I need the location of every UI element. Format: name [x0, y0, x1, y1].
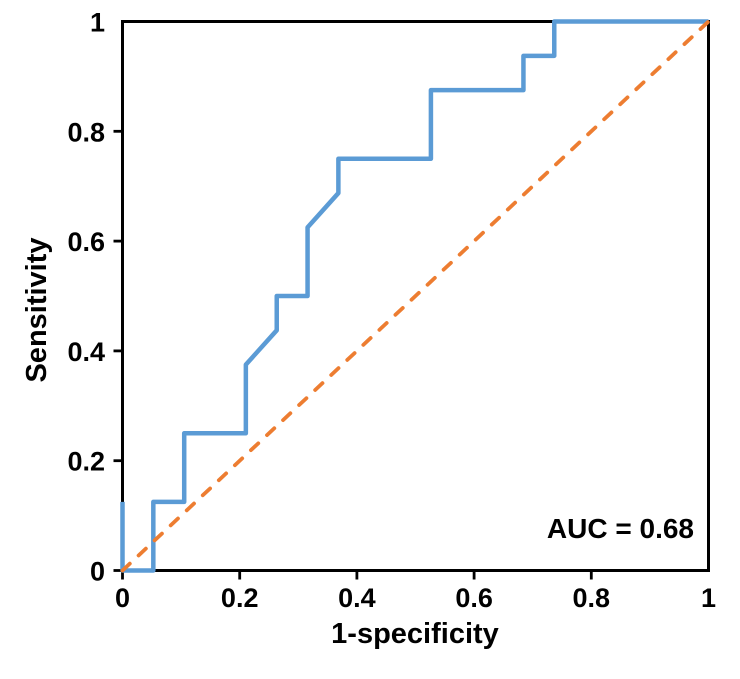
x-tick-label: 0	[115, 583, 130, 613]
x-tick-label: 0.4	[338, 583, 376, 613]
x-tick-label: 0.2	[221, 583, 259, 613]
y-tick-label: 0.4	[67, 337, 105, 367]
chart-series	[120, 19, 711, 573]
y-tick-label: 0.6	[67, 227, 105, 257]
y-tick-label: 0.8	[67, 117, 105, 147]
x-tick-label: 0.8	[573, 583, 611, 613]
y-tick-label: 0	[90, 557, 105, 587]
y-axis-tick-labels: 0 0.2 0.4 0.6 0.8 1	[67, 8, 105, 587]
plot-border	[121, 20, 710, 572]
y-tick-label: 0.2	[67, 447, 105, 477]
roc-curve-line	[120, 19, 709, 573]
y-axis-title: Sensitivity	[21, 237, 53, 382]
x-axis-tick-labels: 0 0.2 0.4 0.6 0.8 1	[115, 583, 716, 613]
x-axis-title: 1-specificity	[331, 618, 499, 650]
auc-annotation: AUC = 0.68	[547, 513, 694, 544]
x-tick-label: 0.6	[455, 583, 493, 613]
x-axis-ticks	[121, 570, 593, 580]
x-tick-label: 1	[701, 583, 716, 613]
y-tick-label: 1	[90, 8, 105, 38]
chance-diagonal-line	[120, 19, 711, 573]
